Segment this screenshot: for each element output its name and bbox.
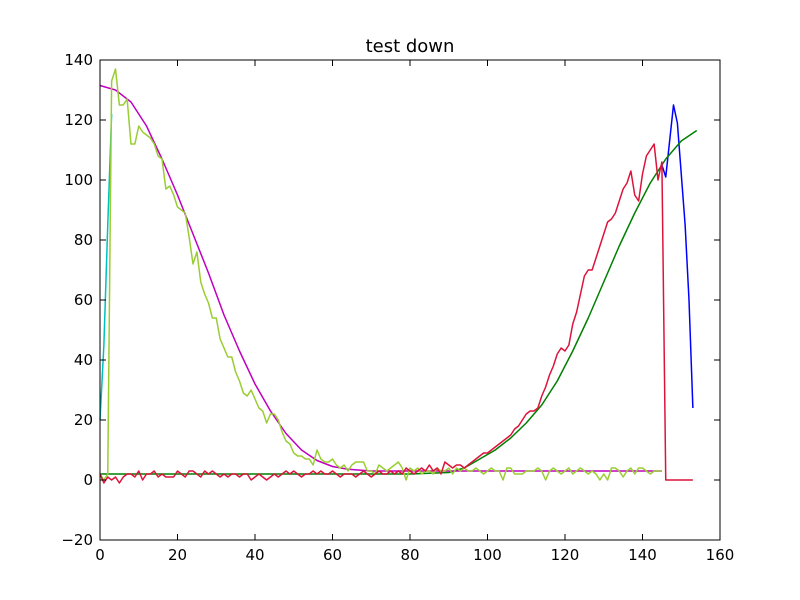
series-line-2 <box>100 129 698 475</box>
x-tick-label: 80 <box>400 546 419 564</box>
x-tick-label: 20 <box>168 546 187 564</box>
y-tick-label: 20 <box>74 411 93 429</box>
x-tick-label: 160 <box>706 546 735 564</box>
series-line-4 <box>99 68 662 481</box>
series-layer <box>99 68 698 484</box>
y-tick-label: 80 <box>74 231 93 249</box>
x-tick-label: 140 <box>628 546 657 564</box>
series-line-3 <box>99 84 662 472</box>
x-tick-label: 100 <box>473 546 502 564</box>
axis-layer: 0 20 40 60 80 100 120 140 160−200204060801001201… <box>61 51 734 564</box>
y-tick-label: 0 <box>83 471 93 489</box>
series-line-0 <box>661 104 694 409</box>
x-tick-label: 120 <box>551 546 580 564</box>
series-line-1 <box>99 113 113 421</box>
y-tick-label: 120 <box>64 111 93 129</box>
x-tick-label: 0 <box>95 546 105 564</box>
series-line-5 <box>99 143 693 484</box>
y-tick-label: 60 <box>74 291 93 309</box>
y-tick-label: −20 <box>61 531 93 549</box>
y-tick-label: 100 <box>64 171 93 189</box>
x-tick-label: 40 <box>245 546 264 564</box>
x-tick-label: 60 <box>323 546 342 564</box>
y-tick-label: 140 <box>64 51 93 69</box>
y-tick-label: 40 <box>74 351 93 369</box>
chart-title: test down <box>366 36 455 57</box>
